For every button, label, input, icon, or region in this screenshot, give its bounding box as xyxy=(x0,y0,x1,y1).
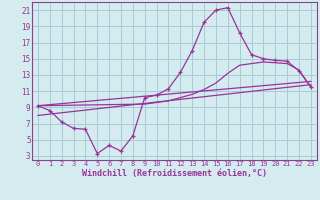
X-axis label: Windchill (Refroidissement éolien,°C): Windchill (Refroidissement éolien,°C) xyxy=(82,169,267,178)
